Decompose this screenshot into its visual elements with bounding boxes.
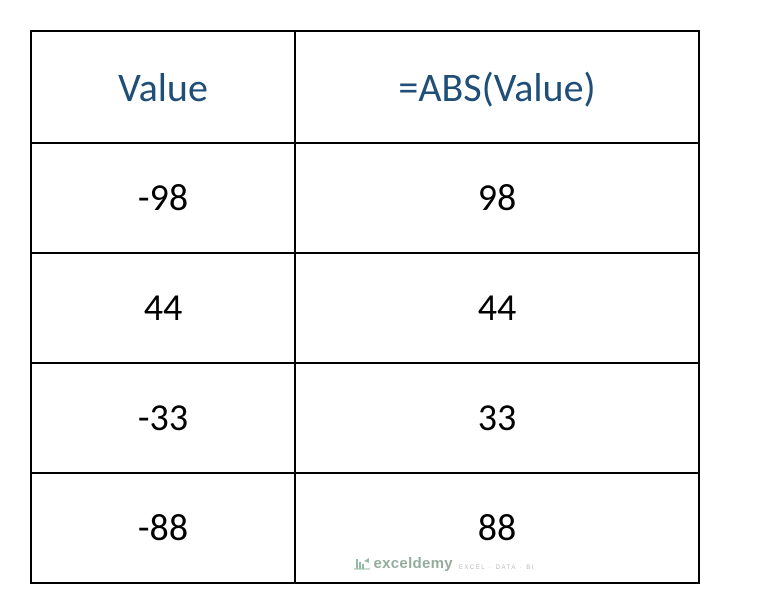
cell-value: 44 [31,253,295,363]
watermark-subtext: EXCEL · DATA · BI [459,565,535,571]
watermark: exceldemy EXCEL · DATA · BI [354,555,536,572]
abs-example-table: Value =ABS(Value) -98 98 44 44 -33 33 -8… [30,30,700,584]
cell-abs: 98 [295,143,699,253]
table-row: -33 33 [31,363,699,473]
abs-example-table-container: Value =ABS(Value) -98 98 44 44 -33 33 -8… [30,30,737,584]
header-value: Value [31,31,295,143]
table-header-row: Value =ABS(Value) [31,31,699,143]
table-row: 44 44 [31,253,699,363]
watermark-text: exceldemy [374,555,453,572]
cell-value: -98 [31,143,295,253]
cell-abs: 44 [295,253,699,363]
cell-value: -33 [31,363,295,473]
chart-sheet-icon [354,557,370,571]
cell-value: -88 [31,473,295,583]
header-abs: =ABS(Value) [295,31,699,143]
table-row: -98 98 [31,143,699,253]
cell-abs: 33 [295,363,699,473]
